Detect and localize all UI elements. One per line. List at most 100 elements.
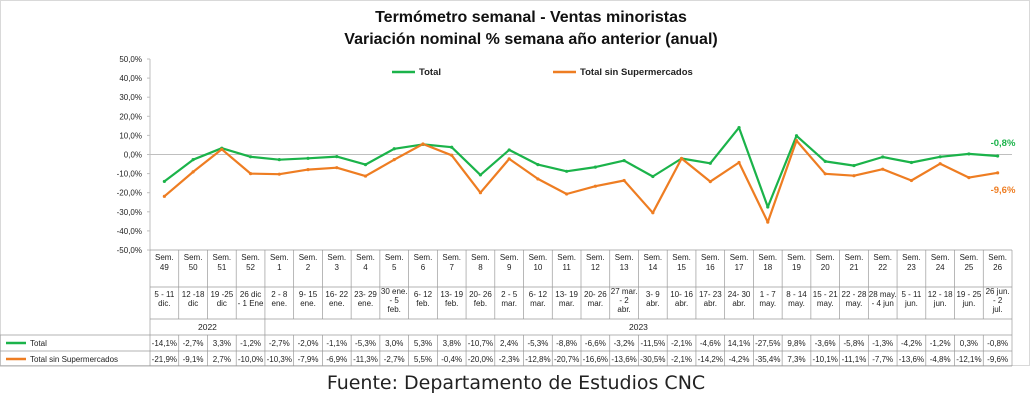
table-value-cell: -4,2% <box>729 355 750 364</box>
category-dates-label: 12 -18 <box>182 290 205 299</box>
category-week-number: 19 <box>792 263 801 272</box>
table-value-cell: -6,9% <box>326 355 347 364</box>
series-1-point <box>220 147 224 151</box>
category-week-number: 52 <box>246 263 255 272</box>
table-value-cell: -2,3% <box>499 355 520 364</box>
table-value-cell: -1,2% <box>240 339 261 348</box>
table-value-cell: -7,7% <box>872 355 893 364</box>
series-0-point <box>191 158 195 162</box>
table-value-cell: 2,7% <box>213 355 231 364</box>
category-week-number: 51 <box>217 263 226 272</box>
category-dates-label: abr. <box>675 299 688 308</box>
series-0-point <box>708 161 712 165</box>
series-0-point <box>363 163 368 167</box>
table-value-cell: -6,6% <box>585 339 606 348</box>
series-0-point <box>335 155 339 159</box>
legend-label-0: Total <box>419 67 441 78</box>
table-value-cell: 7,3% <box>787 355 805 364</box>
category-dates-label: may. <box>788 299 805 308</box>
category-week-label: Sem. <box>758 253 777 262</box>
category-week-label: Sem. <box>270 253 289 262</box>
category-dates-label: feb. <box>474 299 487 308</box>
category-dates-label: 3- 9 <box>646 290 660 299</box>
table-value-cell: 3,3% <box>213 339 231 348</box>
table-value-cell: -20,0% <box>468 355 493 364</box>
series-0-point <box>593 165 597 169</box>
table-value-cell: -12,1% <box>956 355 981 364</box>
category-dates-label: 1 - 7 <box>760 290 777 299</box>
series-1-point <box>794 138 799 143</box>
category-dates-label: abr. <box>617 305 630 314</box>
table-value-cell: -11,3% <box>353 355 378 364</box>
category-week-label: Sem. <box>385 253 404 262</box>
category-week-number: 3 <box>335 263 340 272</box>
category-week-label: Sem. <box>299 253 318 262</box>
series-0-point <box>651 174 655 179</box>
series-1-point <box>622 178 626 183</box>
series-1-point <box>421 142 425 146</box>
table-value-cell: -3,2% <box>614 339 635 348</box>
category-week-label: Sem. <box>414 253 433 262</box>
category-week-number: 13 <box>620 263 629 272</box>
category-week-number: 14 <box>648 263 657 272</box>
series-0-point <box>392 147 396 151</box>
series-1-point <box>938 162 942 166</box>
category-dates-label: 26 jun. <box>986 287 1010 296</box>
y-tick-label: -30,0% <box>117 208 142 217</box>
series-0-point <box>996 154 1000 158</box>
category-dates-label: 8 - 14 <box>786 290 807 299</box>
category-week-number: 15 <box>677 263 686 272</box>
category-week-label: Sem. <box>701 253 720 262</box>
category-dates-label: - 5 <box>390 296 400 305</box>
category-dates-label: 28 may. <box>869 290 897 299</box>
category-dates-label: 12 - 18 <box>928 290 953 299</box>
category-week-number: 50 <box>189 263 198 272</box>
series-0-point <box>478 173 483 177</box>
series-0-point <box>622 159 626 163</box>
category-dates-label: mar. <box>501 299 517 308</box>
table-value-cell: -9,1% <box>183 355 204 364</box>
table-value-cell: -10,3% <box>267 355 292 364</box>
category-week-label: Sem. <box>184 253 203 262</box>
y-tick-label: 20,0% <box>119 112 142 121</box>
series-0-point <box>737 125 741 130</box>
category-dates-label: 13- 19 <box>440 290 463 299</box>
category-week-label: Sem. <box>643 253 662 262</box>
chart-frame <box>0 0 1030 366</box>
category-dates-label: 6- 12 <box>414 290 433 299</box>
table-value-cell: -14,2% <box>698 355 723 364</box>
category-week-number: 12 <box>591 263 600 272</box>
category-week-number: 2 <box>306 263 311 272</box>
category-dates-label: 24- 30 <box>728 290 751 299</box>
table-value-cell: -4,2% <box>901 339 922 348</box>
category-week-number: 5 <box>392 263 397 272</box>
category-dates-label: abr. <box>704 299 717 308</box>
series-line-1 <box>163 139 998 224</box>
category-week-number: 16 <box>706 263 715 272</box>
series-0-point <box>766 205 770 209</box>
category-dates-label: 20- 26 <box>469 290 492 299</box>
category-dates-label: jul. <box>992 305 1003 314</box>
table-value-cell: -11,5% <box>640 339 665 348</box>
series-1-point <box>306 167 310 172</box>
category-dates-label: 6- 12 <box>529 290 548 299</box>
series-1-point <box>335 166 339 170</box>
category-week-number: 1 <box>277 263 282 272</box>
table-value-cell: -20,7% <box>554 355 579 364</box>
category-week-number: 22 <box>878 263 887 272</box>
series-0-point <box>507 148 511 152</box>
table-value-cell: -4,8% <box>930 355 951 364</box>
category-dates-label: ene. <box>358 299 374 308</box>
y-tick-label: 50,0% <box>119 55 142 64</box>
table-value-cell: -27,5% <box>755 339 780 348</box>
table-row-name-0: Total <box>30 339 47 348</box>
table-value-cell: 5,5% <box>414 355 432 364</box>
table-value-cell: -5,3% <box>355 339 376 348</box>
table-value-cell: -10,1% <box>813 355 838 364</box>
table-value-cell: -2,0% <box>298 339 319 348</box>
series-0-point <box>565 169 569 173</box>
category-week-number: 6 <box>421 263 426 272</box>
category-week-label: Sem. <box>931 253 950 262</box>
category-week-label: Sem. <box>327 253 346 262</box>
category-dates-label: jun. <box>933 299 947 308</box>
